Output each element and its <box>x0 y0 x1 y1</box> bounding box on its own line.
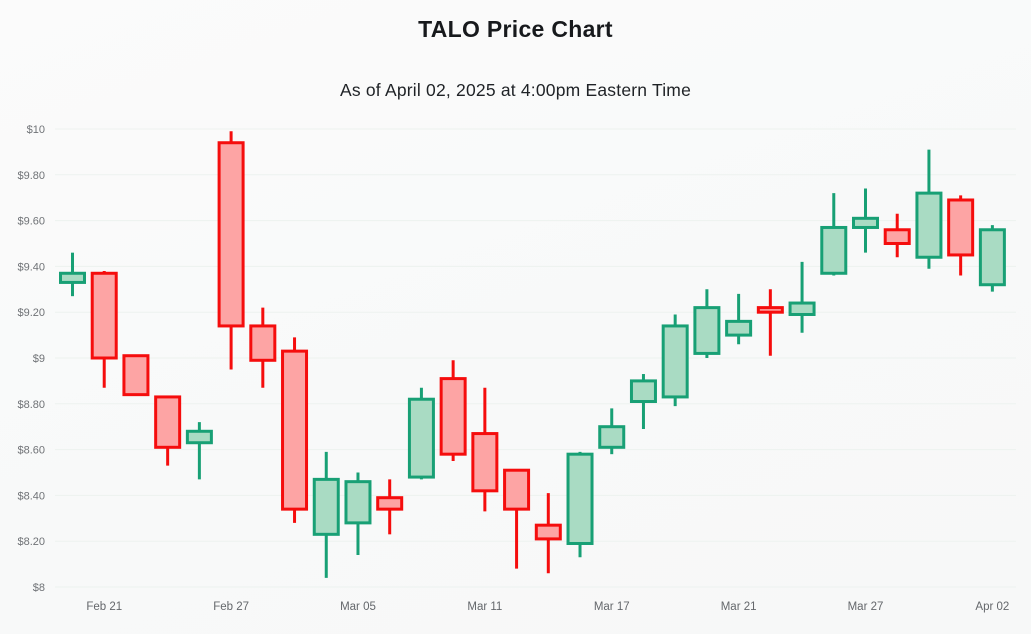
candle-body <box>883 228 911 245</box>
candle-body <box>852 216 879 229</box>
y-axis-tick-label: $9.40 <box>17 261 45 273</box>
candle-23 <box>788 261 816 333</box>
x-axis-tick-label: Apr 02 <box>975 601 1009 613</box>
x-axis-tick-label: Mar 11 <box>467 601 502 613</box>
candle-28 <box>947 195 975 276</box>
candle-21 <box>725 293 753 345</box>
candle-1 <box>90 270 118 388</box>
candle-body <box>122 354 150 397</box>
candle-25 <box>852 188 879 253</box>
y-axis-tick-label: $8.20 <box>17 536 45 548</box>
candle-body <box>598 425 626 449</box>
candle-body <box>344 480 372 525</box>
y-axis-tick-label: $10 <box>27 124 45 136</box>
candle-8 <box>312 451 340 578</box>
candle-body <box>154 395 182 449</box>
y-axis-tick-label: $8.60 <box>17 445 45 457</box>
candle-4 <box>185 422 213 480</box>
candle-body <box>978 228 1006 287</box>
candle-body <box>915 191 943 259</box>
candle-24 <box>820 193 848 276</box>
candle-body <box>566 452 594 545</box>
candle-14 <box>503 468 531 569</box>
x-axis-tick-label: Mar 05 <box>340 601 376 613</box>
candle-body <box>503 468 531 511</box>
candle-body <box>788 301 816 316</box>
candle-17 <box>598 408 626 455</box>
candle-18 <box>629 374 657 429</box>
candle-body <box>947 198 975 257</box>
candle-body <box>59 271 86 284</box>
y-axis-tick-label: $8.80 <box>17 399 45 411</box>
candle-body <box>90 271 118 360</box>
candle-27 <box>915 149 943 269</box>
candle-3 <box>154 395 182 466</box>
candle-body <box>439 377 467 456</box>
candle-13 <box>471 387 499 512</box>
y-axis-tick-label: $8 <box>33 582 45 594</box>
x-axis-tick-label: Mar 27 <box>848 601 884 613</box>
x-axis-tick-label: Feb 27 <box>213 601 249 613</box>
candle-body <box>281 349 309 511</box>
candle-body <box>820 225 848 275</box>
x-axis-tick-label: Feb 21 <box>86 601 122 613</box>
chart-subtitle: As of April 02, 2025 at 4:00pm Eastern T… <box>339 80 691 100</box>
candle-22 <box>756 289 784 356</box>
candle-body <box>661 324 689 399</box>
chart-title: TALO Price Chart <box>418 16 613 42</box>
candle-20 <box>693 289 721 358</box>
candle-7 <box>281 337 309 523</box>
candle-body <box>312 477 340 536</box>
candle-body <box>693 306 721 355</box>
candle-5 <box>217 131 245 370</box>
candle-15 <box>534 493 562 574</box>
candle-0 <box>59 252 86 297</box>
candle-10 <box>376 479 404 535</box>
candle-26 <box>883 213 911 258</box>
candle-12 <box>439 360 467 462</box>
candle-body <box>725 319 753 337</box>
candle-body <box>629 379 657 404</box>
candle-16 <box>566 451 594 558</box>
candle-body <box>756 306 784 314</box>
x-axis-tick-label: Mar 21 <box>721 601 757 613</box>
candle-body <box>407 397 435 479</box>
candle-body <box>217 141 245 328</box>
candle-11 <box>407 387 435 480</box>
y-axis-tick-label: $9.80 <box>17 170 45 182</box>
candle-body <box>534 523 562 541</box>
y-axis-tick-label: $9 <box>33 353 45 365</box>
x-axis-tick-label: Mar 17 <box>594 601 630 613</box>
candle-body <box>471 432 499 493</box>
candle-19 <box>661 314 689 407</box>
candle-body <box>249 324 277 362</box>
candle-9 <box>344 472 372 555</box>
candle-6 <box>249 307 277 388</box>
y-axis-tick-label: $9.20 <box>17 307 45 319</box>
y-axis-tick-label: $8.40 <box>17 490 45 502</box>
candle-2 <box>122 354 150 397</box>
candle-body <box>185 429 213 445</box>
candle-29 <box>978 225 1006 292</box>
y-axis-tick-label: $9.60 <box>17 216 45 228</box>
candle-body <box>376 496 404 511</box>
